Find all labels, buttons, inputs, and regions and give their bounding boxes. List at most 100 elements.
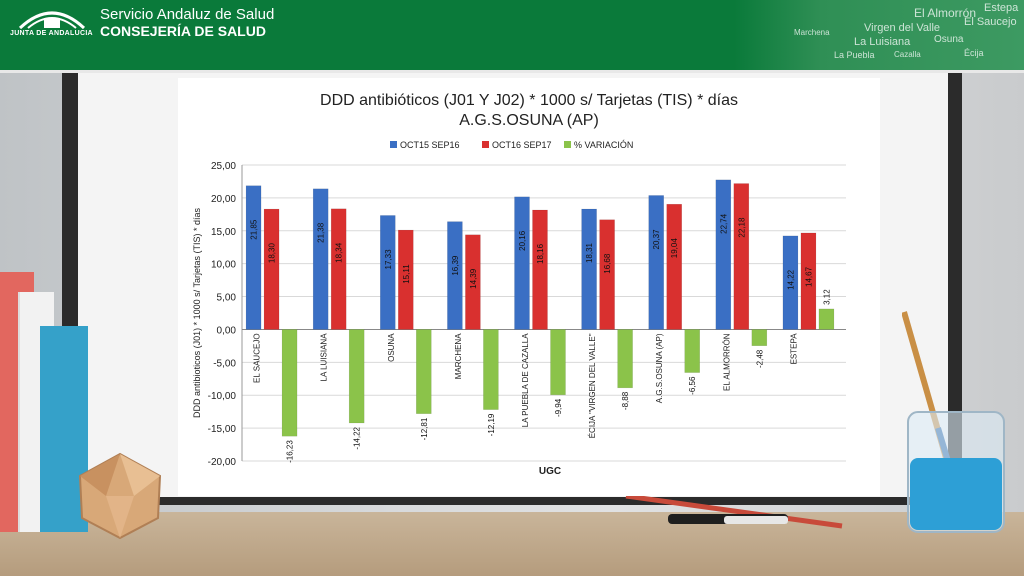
bar [818,308,835,330]
bar [666,203,682,330]
legend-label: % VARIACIÓN [574,140,633,150]
bar [483,329,499,410]
bar [380,215,396,330]
data-label: -12,81 [420,417,429,440]
y-tick-label: 5,00 [217,293,237,304]
category-label: ÉCIJA "VIRGEN DEL VALLE" [588,333,597,438]
data-label: -16,23 [286,440,295,463]
bar [581,208,597,330]
data-label: 18,31 [585,242,594,263]
category-label: OSUNA [387,333,396,362]
bar [733,183,750,330]
data-label: 20,16 [518,230,527,251]
cloud-word: Estepa [984,2,1019,14]
bar [532,209,548,330]
data-label: 15,11 [402,264,411,284]
data-label: 14,67 [804,266,813,287]
data-label: 21,85 [250,219,259,240]
bar [398,229,414,330]
data-label: -8,88 [621,391,630,410]
cloud-word: Marchena [794,28,830,37]
y-tick-label: -10,00 [208,391,237,402]
bar [245,185,262,330]
legend-swatch [482,141,489,148]
data-label: -12,19 [487,413,496,436]
legend-swatch [564,141,571,148]
header-banner: JUNTA DE ANDALUCIA Servicio Andaluz de S… [0,0,1024,73]
cloud-word: El Saucejo [964,16,1017,28]
bar [782,235,799,330]
legend-label: OCT15 SEP16 [400,140,460,150]
data-label: -9,94 [554,398,563,417]
wooden-polyhedron-icon [78,452,162,540]
category-label: LA LUISIANA [320,333,329,382]
cloud-word: Écija [964,48,984,58]
bar [648,195,664,330]
y-tick-label: -15,00 [208,424,237,435]
paint-jar-icon [902,311,1005,533]
y-tick-label: -20,00 [208,457,237,468]
y-tick-label: 10,00 [211,260,236,271]
cloud-word: Cazalla [894,50,921,59]
cloud-word: Osuna [934,34,964,45]
bar [312,188,329,330]
bar [684,329,700,373]
legend-label: OCT16 SEP17 [492,140,552,150]
org-department: CONSEJERÍA DE SALUD [100,23,266,39]
category-label: EL ALMORRÓN [722,333,731,391]
data-label: 16,39 [451,255,460,276]
bar [617,329,633,389]
category-label: LA PUEBLA DE CAZALLA [521,333,530,427]
cloud-word: La Luisiana [854,36,911,48]
bar [263,208,280,330]
cloud-word: Virgen del Valle [864,22,941,34]
org-name: Servicio Andaluz de Salud [100,6,275,23]
x-axis-title: UGC [539,466,561,477]
logo-text: JUNTA DE ANDALUCIA [10,30,93,37]
data-label: -6,56 [688,376,697,395]
data-label: 21,38 [317,222,326,243]
y-tick-label: 15,00 [211,227,236,238]
y-axis-title: DDD antibioticos (J01) * 1000 s/ Tarjeta… [192,208,202,418]
word-cloud: Estepa El Almorrón El Saucejo Virgen del… [734,0,1024,70]
bar [348,329,365,424]
bar [447,221,463,330]
pencil-icon [625,493,843,529]
wooden-shelf [0,512,1024,576]
bar [599,219,615,330]
data-label: 18,34 [335,242,344,263]
bar [715,179,732,330]
data-label: 20,37 [652,229,661,250]
bar-chart: 25,00 20,00 15,00 10,00 5,00 0,00 -5,00 -10,00 -… [192,140,846,477]
data-label: -14,22 [353,426,362,449]
y-tick-label: -5,00 [213,358,236,369]
data-label: 19,04 [670,238,679,259]
data-label: 22,18 [737,217,746,238]
cloud-word: La Puebla [834,50,875,60]
bar [281,329,298,437]
bar [514,196,530,330]
category-label: A.G.S.OSUNA (AP) [655,333,664,403]
bar [550,329,566,396]
legend-swatch [390,141,397,148]
chart-panel: DDD antibióticos (J01 Y J02) * 1000 s/ T… [178,78,880,496]
data-label: 18,16 [536,243,545,264]
data-label: -2,48 [755,349,764,368]
bar [751,329,768,347]
bar [330,208,347,330]
data-label: 18,30 [268,243,277,264]
y-tick-label: 20,00 [211,194,236,205]
data-label: 14,39 [469,268,478,289]
book-blue [40,326,88,532]
data-label: 17,33 [384,249,393,270]
data-label: 14,22 [786,269,795,290]
junta-andalucia-logo [18,11,86,30]
y-tick-label: 25,00 [211,161,236,172]
category-label: MARCHENA [454,333,463,379]
data-label: 22,74 [719,213,728,234]
data-label: 3,12 [822,289,831,305]
chart-subtitle: A.G.S.OSUNA (AP) [459,112,599,129]
category-label: ESTEPA [789,333,798,365]
bar [800,232,817,330]
cloud-word: El Almorrón [914,6,977,20]
